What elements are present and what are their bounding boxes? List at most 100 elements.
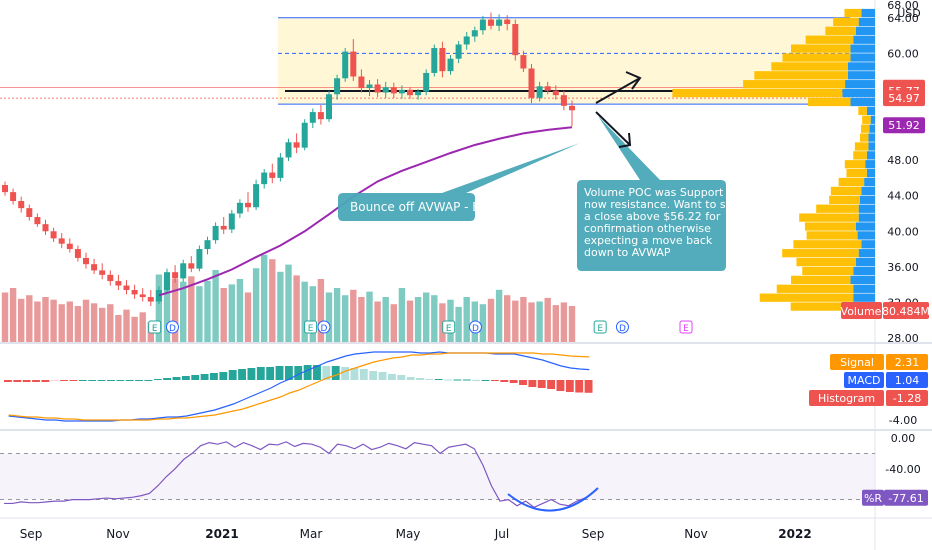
macd-histogram-bar [341, 367, 350, 380]
volume-bar [366, 291, 373, 342]
volume-profile-bar-yellow [782, 249, 859, 258]
macd-legend-name: MACD [848, 374, 881, 387]
candle-body [147, 297, 154, 302]
volume-bar [204, 280, 211, 342]
candle-body [350, 51, 357, 77]
volume-profile-bar-yellow [859, 133, 869, 142]
candle-body [139, 294, 146, 298]
candle-body [18, 201, 25, 209]
macd-histogram-bar [434, 379, 443, 380]
macd-histogram-bar [78, 380, 87, 381]
candle-body [10, 192, 17, 202]
volume-bar [309, 286, 316, 342]
volume-bar [390, 304, 397, 342]
candle-body [66, 243, 73, 250]
volume-profile-bar-yellow [759, 293, 854, 302]
volume-bar [90, 303, 98, 342]
macd-histogram-bar [191, 375, 200, 380]
candle-body [131, 289, 138, 295]
macd-histogram-bar [425, 379, 434, 380]
candle-body [560, 95, 567, 106]
candle-body [374, 84, 381, 93]
volume-bar [1, 292, 9, 342]
macd-legend-value: 2.31 [895, 356, 920, 369]
volume-bar [188, 276, 195, 342]
volume-profile-bar-blue [850, 44, 875, 53]
volume-bar [333, 288, 341, 342]
price-labels: 56.1455.7754.9751.92Volume80.484MSignal2… [809, 79, 930, 506]
candle-body [261, 172, 268, 185]
volume-profile-bar-blue [855, 26, 875, 35]
candle-body [536, 86, 543, 98]
macd-histogram-bar [13, 380, 22, 382]
macd-histogram-bar [135, 380, 143, 381]
volume-bar [171, 279, 179, 342]
arrow-up [595, 77, 641, 104]
macd-histogram-bar [172, 377, 181, 380]
macd-histogram-bar [69, 380, 78, 381]
volume-bar [26, 295, 33, 342]
volume-profile-bar-blue [847, 71, 875, 80]
date-tick-label: 2022 [778, 527, 811, 541]
candle-body [253, 184, 260, 208]
candle-body [366, 84, 373, 89]
candle-body [123, 285, 130, 290]
volume-bar [325, 292, 333, 342]
candle-body [180, 263, 187, 279]
annotation-text-2-line: a close above $56.22 for [584, 210, 721, 223]
candle-body [196, 249, 203, 269]
macd-legend-value-bg [886, 354, 928, 370]
price-tick-label: 44.00 [887, 190, 919, 203]
candle-body [342, 51, 349, 79]
volume-profile-bar-blue [858, 17, 875, 27]
volume-bar [115, 315, 122, 342]
volume-bar [431, 295, 438, 342]
macd-histogram-bar [4, 380, 12, 382]
macd-histogram-bar [453, 379, 462, 381]
volume-profile-bar-blue [868, 133, 875, 142]
volume-profile-bar-blue [853, 293, 875, 302]
event-marker-letter: E [683, 324, 689, 334]
volume-bar [406, 300, 414, 342]
macd-histogram-bar [125, 380, 134, 381]
candle-body [301, 122, 308, 148]
candle-body [488, 19, 494, 26]
macd-histogram-bar [275, 366, 284, 380]
date-tick-label: 2021 [205, 527, 238, 541]
candle-body [99, 270, 106, 275]
macd-histogram-bar [556, 380, 565, 391]
annotation-text-2-line: down to AVWAP [584, 246, 671, 259]
dividend-marker [468, 320, 482, 334]
candle-body [83, 257, 89, 265]
macd-histogram-bar [369, 371, 378, 380]
volume-profile-bar-yellow [854, 142, 869, 151]
volume-profile-bar-blue [858, 213, 875, 222]
dividend-marker [615, 320, 629, 334]
volume-profile-bar-blue [853, 266, 875, 276]
macd-histogram-bar [163, 378, 172, 380]
volume-bar [317, 279, 325, 342]
candle-body [34, 217, 41, 225]
volume-bar [228, 284, 235, 342]
macd-histogram-bar [584, 380, 593, 393]
candle-body [91, 264, 98, 271]
volume-profile-bar-blue [866, 106, 875, 116]
volume-profile-bar-blue [859, 195, 875, 204]
volume-bar [269, 259, 276, 342]
currency-label[interactable]: USD [897, 7, 921, 20]
macd-histogram-bar [519, 380, 527, 385]
macd-histogram-bar [313, 365, 321, 380]
candle-body [326, 94, 332, 120]
candle-body [431, 48, 438, 73]
volume-bar [568, 306, 576, 342]
annotation-text-2-line: expecting a move back [584, 234, 713, 247]
date-tick-label: Nov [684, 527, 707, 541]
annotations: Bounce off AVWAP - Bullish Volume POC was… [338, 71, 739, 271]
avwap-line [158, 126, 573, 297]
candle-body [390, 87, 397, 94]
macd-pane [4, 351, 593, 422]
macd-histogram-bar [537, 380, 546, 388]
date-tick-label: Jul [494, 527, 509, 541]
macd-histogram-bar [22, 380, 31, 382]
